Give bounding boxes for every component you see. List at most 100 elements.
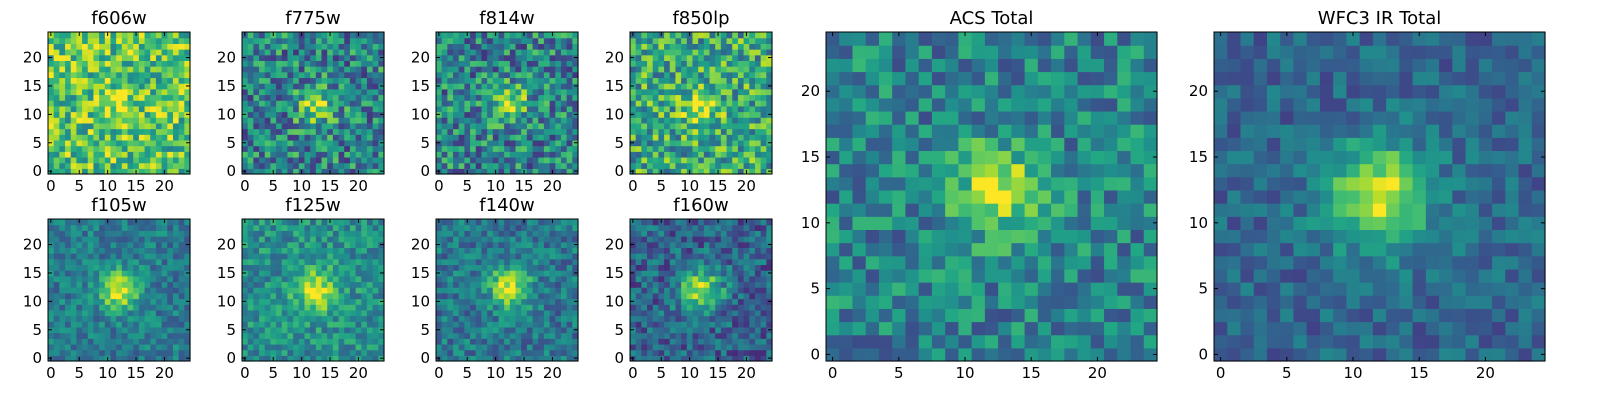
heatmap-cell (82, 264, 89, 271)
x-tick-label: 20 (155, 364, 174, 382)
heatmap-cell (487, 230, 494, 237)
heatmap-cell (82, 349, 89, 356)
heatmap-cell (242, 321, 249, 328)
heatmap-cell (184, 60, 191, 67)
heatmap-cell (65, 326, 72, 334)
heatmap-cell (178, 134, 185, 141)
heatmap-cell (259, 151, 266, 158)
heatmap-cell (538, 332, 545, 339)
heatmap-cell (630, 117, 637, 124)
heatmap-cell (138, 304, 146, 311)
heatmap-cell (281, 145, 289, 152)
heatmap-cell (572, 71, 579, 79)
heatmap-cell (698, 117, 705, 124)
heatmap-cell (555, 298, 562, 305)
heatmap-cell (150, 230, 157, 237)
heatmap-cell (167, 264, 174, 271)
heatmap-cell (549, 241, 556, 248)
heatmap-cell (121, 145, 129, 152)
heatmap-cell (253, 270, 260, 277)
heatmap-cell (53, 253, 60, 260)
heatmap-cell (264, 66, 271, 73)
heatmap-cell (53, 224, 60, 231)
heatmap-cell (76, 326, 83, 334)
heatmap-cell (167, 156, 174, 164)
heatmap-cell (475, 151, 483, 158)
heatmap-cell (521, 139, 528, 147)
heatmap-cell (555, 117, 562, 124)
heatmap-cell (720, 117, 728, 124)
heatmap-cell (82, 117, 89, 124)
heatmap-cell (338, 94, 345, 101)
heatmap-cell (504, 134, 511, 141)
heatmap-cell (709, 270, 716, 277)
heatmap-cell (167, 292, 174, 300)
heatmap-cell (361, 338, 368, 345)
heatmap-cell (133, 253, 140, 260)
heatmap-cell (754, 105, 762, 113)
heatmap-cell (436, 349, 443, 356)
heatmap-cell (287, 117, 294, 124)
heatmap-cell (498, 122, 505, 130)
heatmap-cell (647, 275, 654, 283)
heatmap-cell (293, 349, 300, 356)
heatmap-cell (458, 100, 465, 107)
heatmap-cell (737, 88, 745, 96)
heatmap-cell (298, 54, 306, 61)
y-tick-label: 5 (32, 134, 42, 152)
heatmap-cell (436, 253, 443, 260)
heatmap-cell (686, 349, 694, 356)
heatmap-cell (133, 145, 140, 152)
heatmap-cell (104, 111, 112, 118)
heatmap-cell (70, 275, 77, 283)
heatmap-cell (287, 139, 294, 147)
heatmap-cell (453, 122, 460, 130)
heatmap-cell (321, 338, 328, 345)
heatmap-cell (127, 247, 134, 254)
heatmap-cell (675, 270, 682, 277)
heatmap-cell (492, 253, 500, 260)
heatmap-cell (658, 139, 665, 147)
heatmap-cell (242, 343, 249, 351)
heatmap-cell (630, 37, 637, 44)
heatmap-cell (726, 343, 733, 351)
heatmap-cell (167, 315, 174, 322)
heatmap-cell (298, 134, 306, 141)
heatmap-cell (242, 253, 249, 260)
heatmap-cell (692, 128, 699, 135)
heatmap-cell (481, 230, 488, 237)
heatmap-cell (338, 100, 345, 107)
heatmap-cell (349, 156, 357, 164)
heatmap-cell (475, 270, 483, 277)
heatmap-cell (332, 60, 340, 67)
heatmap-cell (504, 145, 511, 152)
heatmap-cell (487, 134, 494, 141)
heatmap-cell (321, 71, 328, 79)
heatmap-cell (253, 281, 260, 288)
heatmap-cell (549, 66, 556, 73)
y-tick-label: 10 (23, 292, 42, 310)
heatmap-cell (641, 281, 648, 288)
heatmap-cell (48, 71, 55, 79)
y-tick-label: 10 (23, 105, 42, 123)
heatmap-cell (116, 219, 123, 226)
heatmap-cell (172, 117, 180, 124)
heatmap-cell (155, 77, 163, 84)
heatmap-cell (686, 54, 694, 61)
heatmap-cell (53, 287, 60, 294)
heatmap-cell (492, 270, 500, 277)
heatmap-cell (332, 66, 340, 73)
heatmap-cell (259, 88, 266, 96)
heatmap-cell (532, 338, 539, 345)
heatmap-cell (475, 94, 483, 101)
heatmap-cell (538, 71, 545, 79)
heatmap-cell (681, 49, 688, 56)
heatmap-cell (253, 60, 260, 67)
heatmap-cell (464, 309, 471, 317)
heatmap-cell (355, 66, 362, 73)
heatmap-cell (492, 321, 500, 328)
heatmap-cell (161, 83, 168, 90)
heatmap-cell (93, 94, 100, 101)
heatmap-cell (549, 37, 556, 44)
heatmap-cell (543, 168, 551, 175)
